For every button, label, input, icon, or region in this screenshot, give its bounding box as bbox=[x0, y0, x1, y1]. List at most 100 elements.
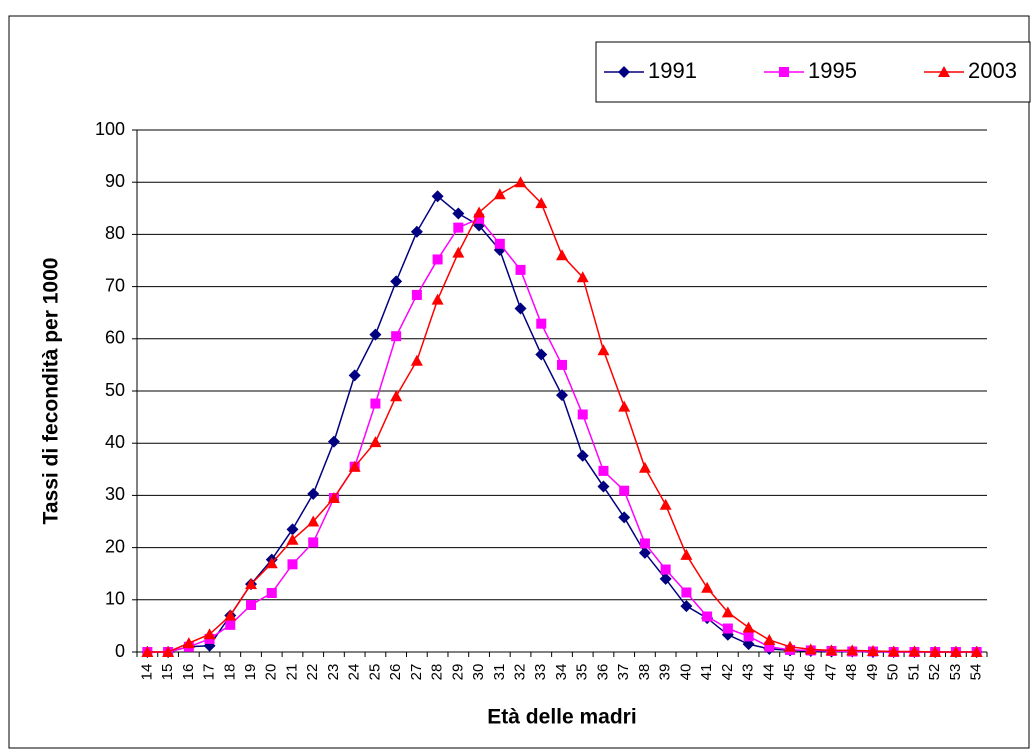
marker bbox=[286, 533, 299, 545]
marker bbox=[659, 572, 672, 585]
marker bbox=[162, 646, 175, 657]
x-tick-label: 37 bbox=[615, 664, 632, 681]
marker bbox=[452, 207, 465, 220]
marker bbox=[390, 275, 403, 288]
marker bbox=[411, 289, 422, 300]
x-tick-label: 20 bbox=[263, 664, 280, 681]
marker bbox=[660, 564, 671, 575]
marker bbox=[535, 197, 548, 209]
x-tick-label: 36 bbox=[594, 664, 611, 681]
y-tick-label: 100 bbox=[95, 119, 125, 139]
x-tick-label: 25 bbox=[366, 664, 383, 681]
x-tick-label: 39 bbox=[657, 664, 674, 681]
marker bbox=[286, 523, 299, 536]
x-tick-label: 34 bbox=[553, 664, 570, 681]
x-tick-label: 19 bbox=[242, 664, 259, 681]
marker bbox=[577, 409, 588, 420]
x-tick-label: 23 bbox=[325, 664, 342, 681]
x-tick-label: 22 bbox=[304, 664, 321, 681]
marker bbox=[556, 249, 568, 261]
x-tick-label: 48 bbox=[843, 664, 860, 681]
x-tick-label: 16 bbox=[180, 664, 197, 681]
marker bbox=[494, 238, 505, 249]
marker bbox=[391, 331, 402, 342]
marker bbox=[370, 398, 381, 409]
marker bbox=[369, 328, 382, 341]
marker bbox=[410, 225, 423, 238]
y-tick-label: 40 bbox=[105, 432, 125, 452]
marker bbox=[887, 645, 900, 657]
x-axis-title: Età delle madri bbox=[487, 706, 636, 729]
marker bbox=[246, 600, 257, 611]
marker bbox=[514, 302, 527, 315]
y-tick-label: 70 bbox=[105, 275, 125, 295]
marker bbox=[804, 643, 817, 655]
marker bbox=[225, 619, 236, 630]
marker bbox=[474, 213, 485, 224]
x-tick-label: 51 bbox=[905, 664, 922, 681]
marker bbox=[659, 498, 672, 510]
y-tick-label: 60 bbox=[105, 328, 125, 348]
marker bbox=[452, 246, 465, 258]
x-tick-label: 15 bbox=[159, 664, 176, 681]
x-tick-label: 53 bbox=[947, 664, 964, 681]
y-tick-label: 90 bbox=[105, 171, 125, 191]
marker bbox=[929, 646, 942, 657]
x-tick-label: 38 bbox=[636, 664, 653, 681]
marker bbox=[825, 644, 838, 656]
x-tick-label: 46 bbox=[802, 664, 819, 681]
marker bbox=[597, 344, 610, 356]
marker bbox=[348, 369, 361, 382]
x-tick-label: 26 bbox=[387, 664, 404, 681]
marker bbox=[784, 640, 797, 652]
marker bbox=[680, 600, 693, 613]
marker bbox=[557, 359, 567, 370]
y-tick-label: 30 bbox=[105, 484, 125, 504]
marker bbox=[638, 546, 651, 559]
marker bbox=[141, 646, 154, 657]
marker bbox=[432, 254, 443, 265]
marker bbox=[348, 460, 361, 472]
x-tick-label: 18 bbox=[221, 664, 238, 681]
x-tick-label: 40 bbox=[677, 664, 694, 681]
legend-label: 2003 bbox=[968, 58, 1017, 83]
x-tick-label: 50 bbox=[885, 664, 902, 681]
marker bbox=[598, 465, 609, 476]
x-tick-label: 47 bbox=[822, 664, 839, 681]
marker bbox=[307, 515, 320, 527]
marker bbox=[970, 646, 983, 657]
x-tick-label: 43 bbox=[740, 664, 757, 681]
x-tick-label: 45 bbox=[781, 664, 798, 681]
marker bbox=[535, 348, 548, 361]
marker bbox=[556, 389, 568, 402]
marker bbox=[681, 587, 692, 598]
marker bbox=[203, 628, 216, 640]
marker bbox=[182, 637, 195, 649]
marker bbox=[536, 318, 547, 329]
marker bbox=[245, 578, 258, 590]
marker bbox=[846, 644, 859, 656]
marker bbox=[618, 66, 630, 78]
marker bbox=[764, 641, 775, 652]
x-tick-label: 35 bbox=[574, 664, 591, 681]
x-tick-label: 21 bbox=[283, 664, 300, 681]
marker bbox=[576, 271, 589, 283]
x-tick-label: 44 bbox=[760, 664, 777, 681]
marker bbox=[224, 609, 237, 621]
x-tick-label: 27 bbox=[408, 664, 425, 681]
marker bbox=[515, 264, 526, 275]
marker bbox=[431, 293, 444, 305]
marker bbox=[680, 548, 693, 560]
x-tick-label: 29 bbox=[449, 664, 466, 681]
marker bbox=[473, 206, 486, 218]
x-tick-label: 32 bbox=[512, 664, 529, 681]
marker bbox=[701, 581, 714, 593]
x-tick-label: 14 bbox=[138, 664, 155, 681]
marker bbox=[453, 222, 464, 233]
y-tick-label: 80 bbox=[105, 223, 125, 243]
marker bbox=[307, 487, 320, 500]
legend-label: 1995 bbox=[808, 58, 857, 83]
x-tick-label: 33 bbox=[532, 664, 549, 681]
y-tick-label: 20 bbox=[105, 536, 125, 556]
